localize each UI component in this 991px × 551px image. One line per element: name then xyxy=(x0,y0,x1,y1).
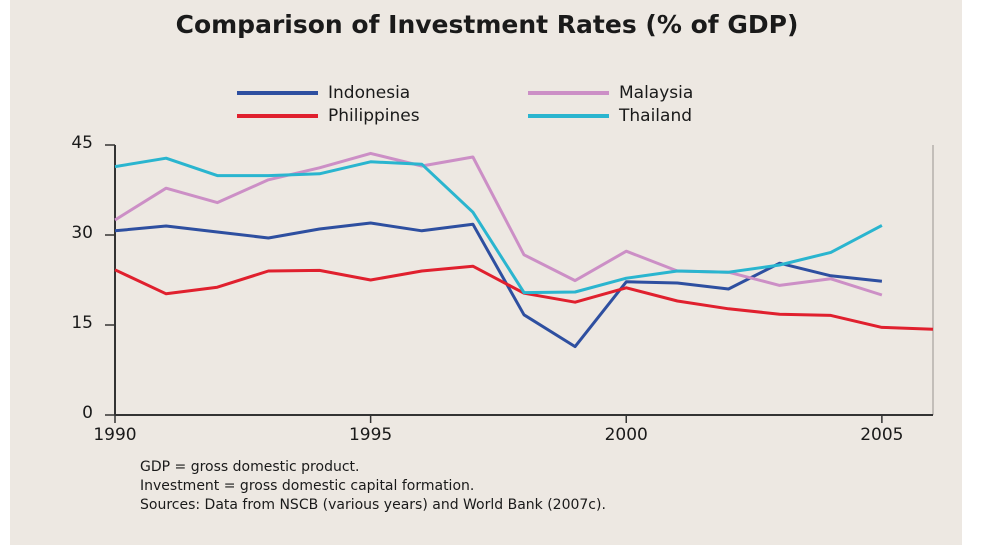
data-line xyxy=(114,151,883,297)
legend-label: Indonesia xyxy=(328,83,410,103)
y-tick-label: 30 xyxy=(71,223,93,243)
note: Investment = gross domestic capital form… xyxy=(140,478,474,494)
x-tick-label: 2000 xyxy=(605,425,648,445)
legend-label: Malaysia xyxy=(619,83,693,103)
note: GDP = gross domestic product. xyxy=(140,459,359,475)
legend-label: Thailand xyxy=(618,106,692,126)
x-tick-label: 1990 xyxy=(93,425,136,445)
chart-title: Comparison of Investment Rates (% of GDP… xyxy=(176,10,799,39)
y-tick-label: 45 xyxy=(71,133,93,153)
data-line xyxy=(114,221,883,349)
legend-label: Philippines xyxy=(328,106,420,126)
x-tick-label: 1995 xyxy=(349,425,392,445)
y-tick-label: 0 xyxy=(82,403,93,423)
y-tick-label: 15 xyxy=(71,313,93,333)
data-line xyxy=(114,156,883,295)
x-tick-label: 2005 xyxy=(860,425,903,445)
note: Sources: Data from NSCB (various years) … xyxy=(140,497,606,513)
